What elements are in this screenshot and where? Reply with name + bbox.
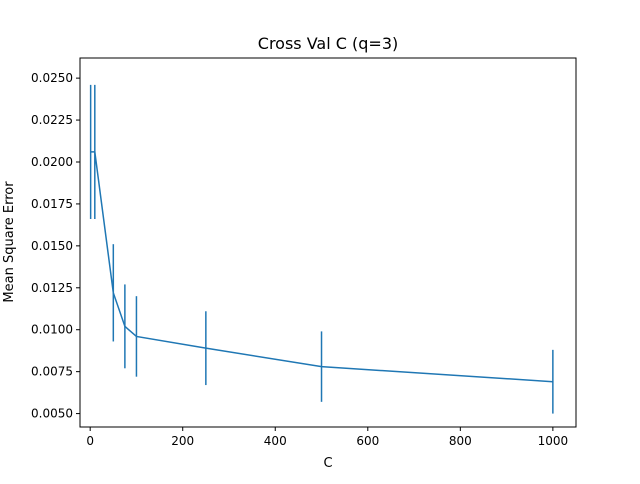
y-tick-label: 0.0150 xyxy=(31,239,73,253)
y-tick-label: 0.0200 xyxy=(31,155,73,169)
x-tick-label: 400 xyxy=(264,434,287,448)
y-tick-label: 0.0225 xyxy=(31,113,73,127)
y-tick-label: 0.0175 xyxy=(31,197,73,211)
series-line xyxy=(90,151,553,383)
plot-lines xyxy=(90,151,553,383)
y-axis: 0.0050 0.0075 0.0100 0.0125 0.0150 0.0175 0.02… xyxy=(31,71,80,421)
plot-frame xyxy=(79,57,577,428)
y-tick-label: 0.0250 xyxy=(31,71,73,85)
y-tick-label: 0.0100 xyxy=(31,323,73,337)
y-axis-label: Mean Square Error xyxy=(2,181,17,303)
x-tick-label: 1000 xyxy=(538,434,569,448)
x-axis-label: C xyxy=(323,456,332,471)
chart-title: Cross Val C (q=3) xyxy=(258,34,398,53)
x-tick-label: 200 xyxy=(171,434,194,448)
x-tick-label: 0 xyxy=(86,434,94,448)
x-tick-label: 600 xyxy=(356,434,379,448)
y-tick-label: 0.0050 xyxy=(31,407,73,421)
y-tick-label: 0.0125 xyxy=(31,281,73,295)
error-bars xyxy=(89,84,554,414)
x-tick-label: 800 xyxy=(449,434,472,448)
y-tick-label: 0.0075 xyxy=(31,365,73,379)
x-axis: 0 200 400 600 800 1000 xyxy=(86,427,568,448)
